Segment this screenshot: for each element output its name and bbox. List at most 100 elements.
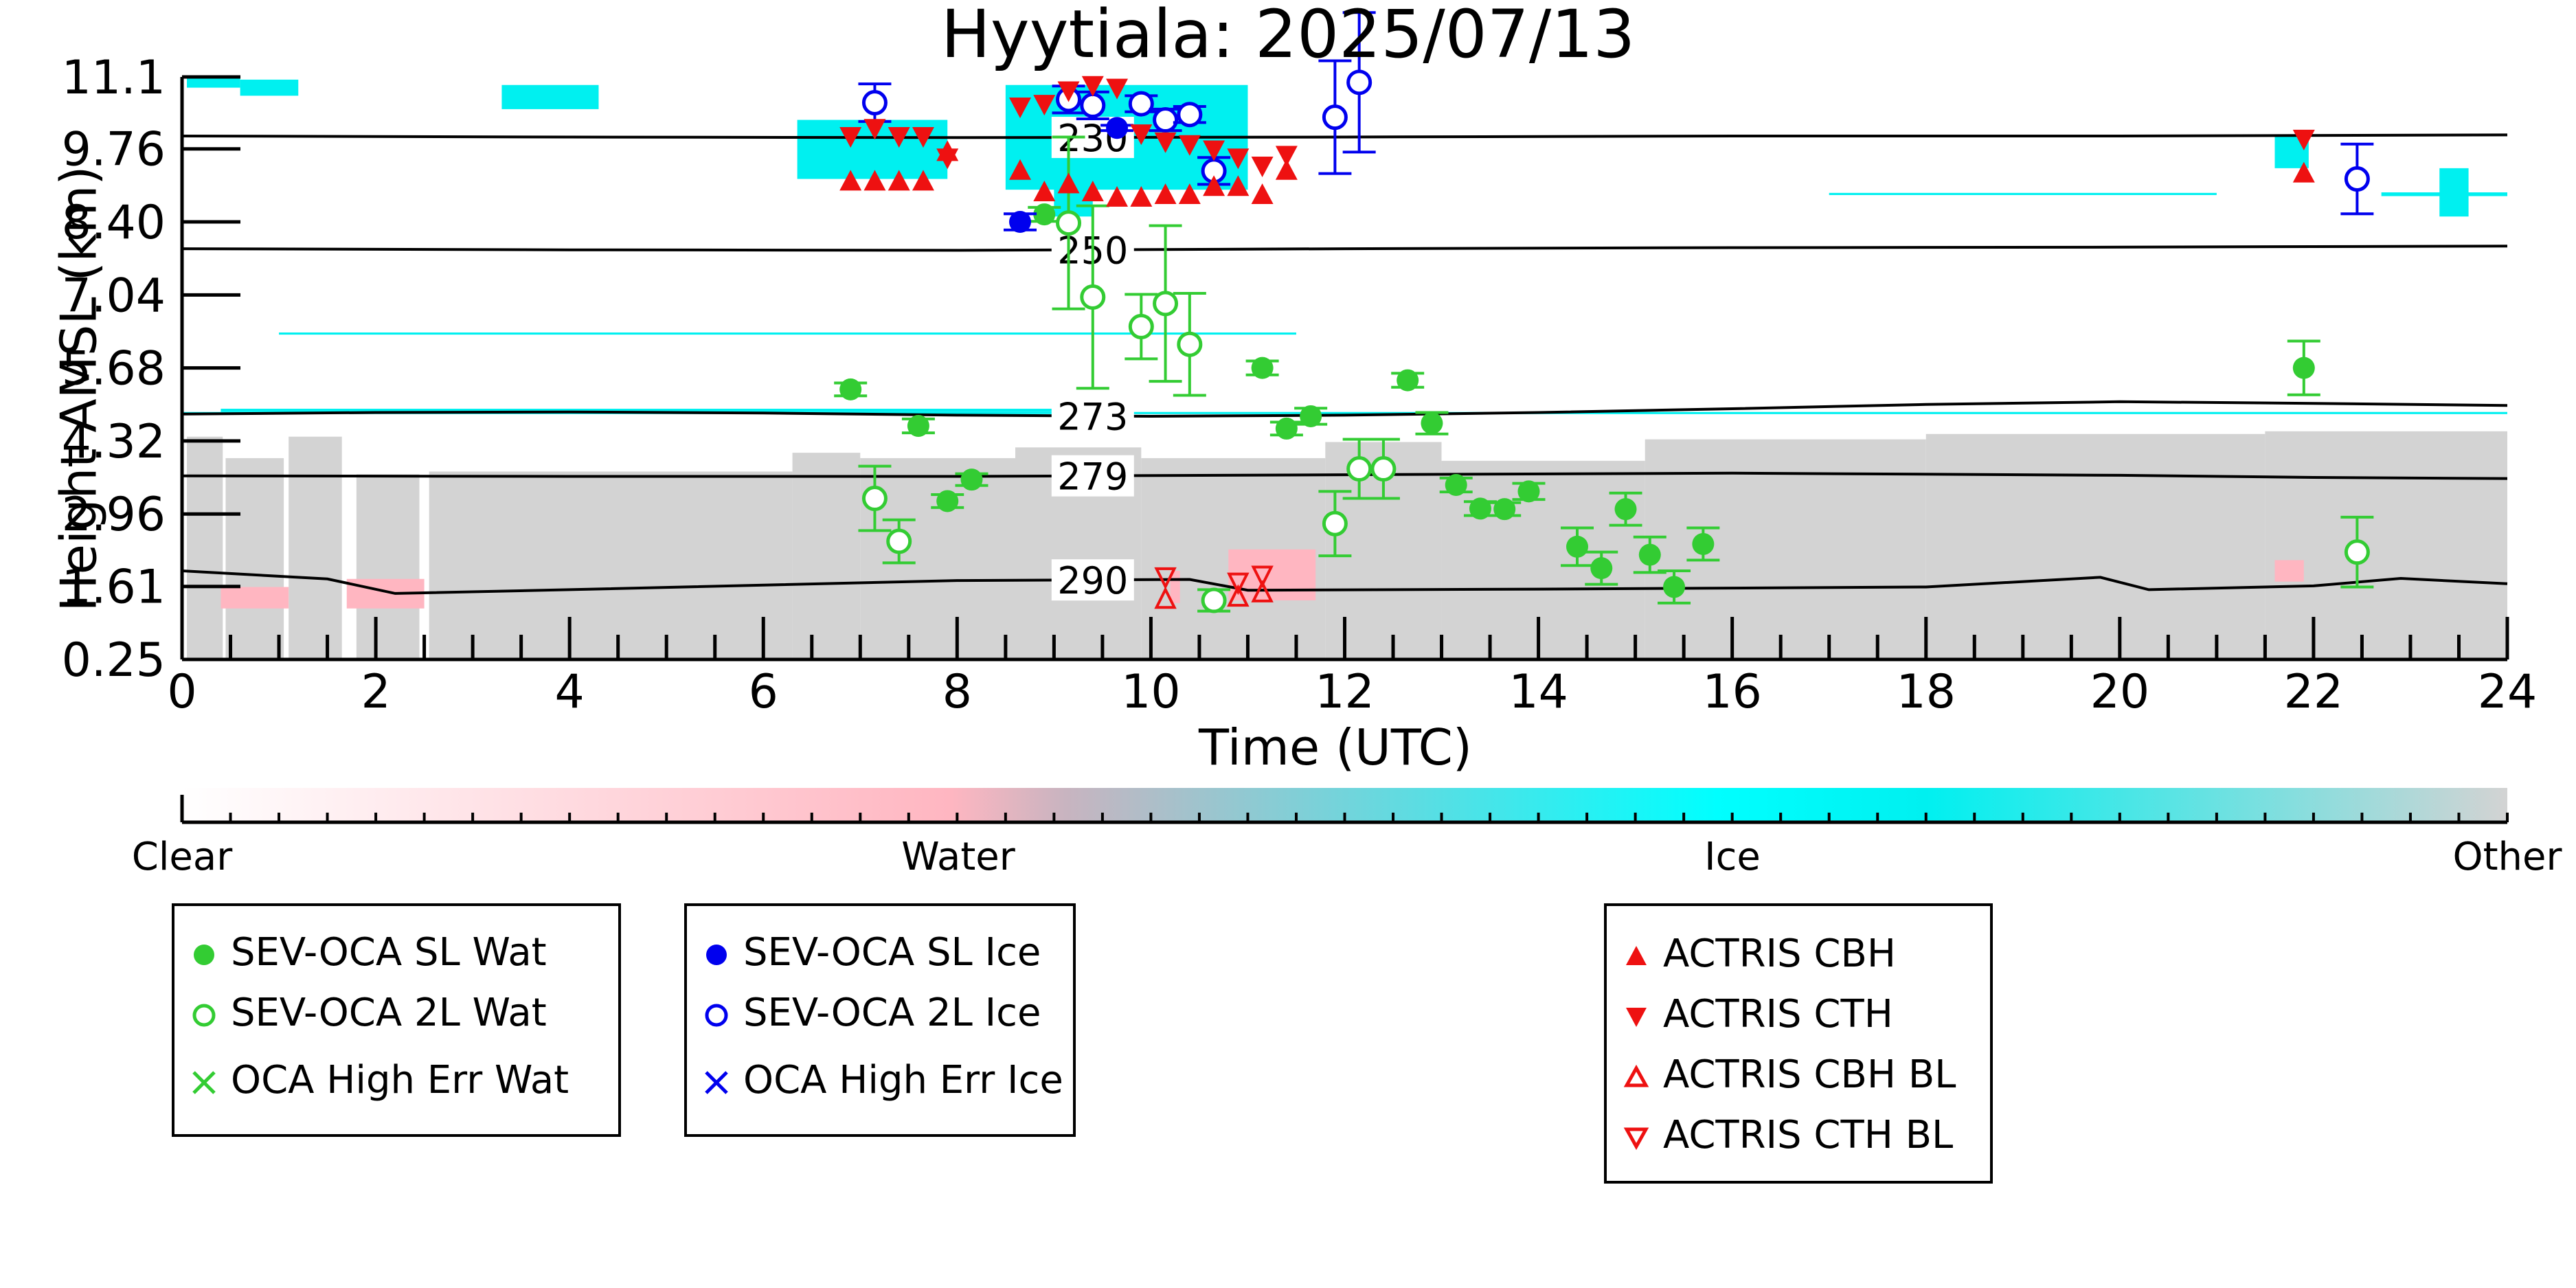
colorbar-label-clear: Clear bbox=[131, 835, 233, 879]
open-circle-icon bbox=[705, 1004, 728, 1027]
retrieval-markers bbox=[834, 11, 2374, 613]
ice-region bbox=[279, 332, 1296, 335]
cloud-classification-field bbox=[182, 77, 2507, 659]
other-region bbox=[860, 457, 1015, 659]
contour-label: 279 bbox=[1057, 455, 1128, 499]
filled-circle-icon bbox=[194, 944, 214, 965]
data-point bbox=[936, 490, 959, 512]
legend-water: SEV-OCA SL Wat SEV-OCA 2L Wat OCA High E… bbox=[172, 903, 621, 1137]
x-tick-label: 8 bbox=[942, 665, 972, 719]
triangle-up-icon bbox=[1626, 945, 1647, 965]
chart-title: Hyytiala: 2025/07/13 bbox=[940, 0, 1636, 73]
x-tick-label: 10 bbox=[1121, 665, 1181, 719]
ice-region bbox=[187, 77, 240, 88]
data-point bbox=[1346, 456, 1372, 482]
data-point bbox=[960, 468, 983, 491]
data-point bbox=[1251, 357, 1274, 379]
data-point bbox=[2344, 539, 2370, 565]
y-axis-label: Height AMSL (km) bbox=[49, 166, 108, 612]
data-point bbox=[888, 170, 910, 191]
data-point bbox=[1153, 291, 1179, 317]
data-point bbox=[1056, 210, 1082, 236]
contour-label: 290 bbox=[1057, 559, 1128, 602]
data-point bbox=[1566, 535, 1588, 558]
colorbar-label-water: Water bbox=[901, 835, 1015, 879]
data-point bbox=[1177, 102, 1203, 128]
y-tick-label: 4.32 bbox=[62, 415, 166, 469]
legend-entry: ACTRIS CBH BL bbox=[1619, 1056, 1956, 1094]
data-point bbox=[1517, 480, 1540, 503]
data-point bbox=[1227, 148, 1250, 170]
triangle-down-outline-icon bbox=[1623, 1127, 1649, 1150]
ice-region bbox=[221, 409, 1074, 412]
y-tick-label: 11.1 bbox=[62, 51, 166, 105]
contour-line bbox=[181, 569, 2508, 595]
contour-label-bg bbox=[1051, 559, 1134, 601]
data-point bbox=[1153, 107, 1179, 133]
plot-axes: 0 2 4 6 8 10 12 14 16 18 20 22 240.251.612.964.325.6… bbox=[62, 51, 2538, 719]
legend-entry: SEV-OCA 2L Wat bbox=[187, 994, 547, 1032]
data-point bbox=[1130, 185, 1153, 207]
data-point bbox=[907, 415, 929, 438]
y-tick-label: 7.04 bbox=[62, 269, 166, 323]
x-tick-label: 16 bbox=[1702, 665, 1762, 719]
data-point bbox=[1227, 175, 1250, 196]
y-tick-label: 5.68 bbox=[62, 342, 166, 396]
data-point bbox=[1128, 313, 1154, 339]
other-region bbox=[792, 453, 861, 659]
contour-line bbox=[181, 400, 2508, 418]
ice-region bbox=[501, 84, 599, 109]
data-point bbox=[1370, 456, 1397, 482]
data-point bbox=[1203, 175, 1225, 196]
data-point bbox=[1057, 81, 1080, 102]
contour-label-bg bbox=[1051, 395, 1134, 437]
data-point bbox=[1009, 97, 1032, 118]
legend-ice: SEV-OCA SL Ice SEV-OCA 2L Ice OCA High E… bbox=[684, 903, 1076, 1137]
contour-label-bg bbox=[1051, 455, 1134, 497]
data-point bbox=[936, 148, 959, 170]
legend-entry: OCA High Err Ice bbox=[699, 1061, 1063, 1100]
open-circle-icon bbox=[192, 1004, 216, 1027]
data-point bbox=[1590, 557, 1613, 580]
data-point bbox=[1251, 565, 1274, 588]
data-point bbox=[1227, 572, 1250, 596]
data-point bbox=[1346, 69, 1372, 95]
data-point bbox=[1493, 498, 1516, 521]
data-point bbox=[1275, 159, 1298, 180]
data-point bbox=[839, 170, 862, 191]
data-point bbox=[1203, 140, 1225, 161]
other-region bbox=[429, 471, 793, 659]
legend-entry: SEV-OCA SL Wat bbox=[187, 934, 547, 972]
other-region bbox=[187, 436, 223, 659]
data-point bbox=[1614, 498, 1637, 521]
data-point bbox=[1275, 417, 1298, 440]
ice-region bbox=[1829, 192, 2217, 195]
legend-entry: ACTRIS CBH bbox=[1619, 935, 1896, 973]
data-point bbox=[2292, 129, 2315, 150]
data-point bbox=[2344, 166, 2370, 192]
data-point bbox=[1106, 78, 1129, 100]
data-point bbox=[1227, 584, 1250, 607]
legend-actris: ACTRIS CBH ACTRIS CTH ACTRIS CBH BL ACTR… bbox=[1604, 903, 1993, 1184]
x-tick-label: 20 bbox=[2090, 665, 2150, 719]
data-point bbox=[1154, 586, 1177, 609]
x-tick-label: 0 bbox=[167, 665, 196, 719]
data-point bbox=[1128, 91, 1154, 117]
data-point bbox=[1692, 532, 1715, 555]
data-point bbox=[1300, 405, 1322, 427]
contour-label: 273 bbox=[1057, 395, 1128, 438]
data-point bbox=[912, 126, 934, 148]
triangle-down-icon bbox=[1626, 1007, 1647, 1027]
x-tick-label: 12 bbox=[1315, 665, 1375, 719]
data-point bbox=[1177, 331, 1203, 357]
x-tick-label: 4 bbox=[555, 665, 585, 719]
y-tick-label: 8.40 bbox=[62, 196, 166, 250]
data-point bbox=[1469, 497, 1491, 520]
data-point bbox=[1322, 510, 1348, 536]
data-point bbox=[1106, 185, 1129, 207]
y-tick-label: 1.61 bbox=[62, 561, 166, 615]
other-region bbox=[225, 457, 284, 659]
data-point bbox=[1057, 172, 1080, 194]
data-point bbox=[1009, 211, 1032, 234]
